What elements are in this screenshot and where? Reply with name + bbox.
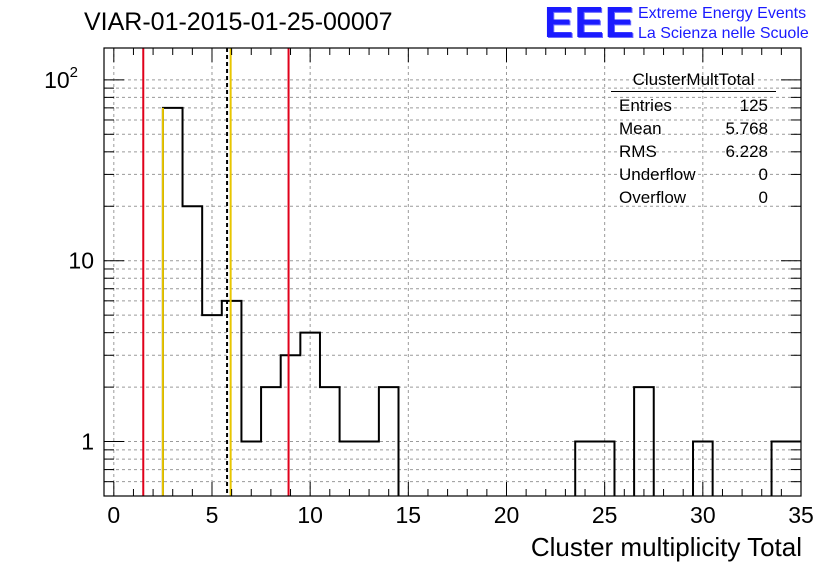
y-tick-label: 102 xyxy=(44,64,78,93)
plot-title: VIAR-01-2015-01-25-00007 xyxy=(84,8,393,36)
y-tick-label: 10 xyxy=(68,248,94,274)
x-tick-label: 15 xyxy=(396,502,422,528)
eee-logo-mark: EEE xyxy=(544,0,636,47)
stats-row-overflow: Overflow 0 xyxy=(611,186,776,209)
stats-label: Overflow xyxy=(619,188,687,207)
stats-row-entries: Entries 125 xyxy=(611,94,776,117)
stats-value: 0 xyxy=(758,188,768,207)
stats-title: ClusterMultTotal xyxy=(611,70,776,92)
stats-value: 0 xyxy=(758,165,768,184)
y-tick-label: 1 xyxy=(81,429,94,455)
x-tick-label: 5 xyxy=(206,502,219,528)
x-tick-label: 0 xyxy=(107,502,120,528)
x-axis-title: Cluster multiplicity Total xyxy=(530,532,802,562)
stats-value: 6.228 xyxy=(725,142,768,161)
stats-value: 125 xyxy=(739,96,768,115)
stats-label: Mean xyxy=(619,119,662,138)
stats-row-mean: Mean 5.768 xyxy=(611,117,776,140)
histogram-series xyxy=(161,106,801,496)
x-tick-label: 25 xyxy=(592,502,618,528)
stats-box: ClusterMultTotal Entries 125 Mean 5.768 … xyxy=(611,70,776,209)
logo-line-2: La Scienza nelle Scuole xyxy=(638,25,809,42)
x-tick-label: 10 xyxy=(297,502,323,528)
stats-label: Entries xyxy=(619,96,672,115)
stats-row-rms: RMS 6.228 xyxy=(611,140,776,163)
plot-frame xyxy=(103,47,802,497)
logo-line-1: Extreme Energy Events xyxy=(638,5,807,22)
stats-row-underflow: Underflow 0 xyxy=(611,163,776,186)
stats-label: RMS xyxy=(619,142,657,161)
x-tick-label: 20 xyxy=(494,502,520,528)
eee-logo: EEE Extreme Energy Events La Scienza nel… xyxy=(544,0,836,47)
x-tick-label: 30 xyxy=(690,502,716,528)
stats-value: 5.768 xyxy=(725,119,768,138)
x-tick-label: 35 xyxy=(788,502,814,528)
stats-label: Underflow xyxy=(619,165,696,184)
